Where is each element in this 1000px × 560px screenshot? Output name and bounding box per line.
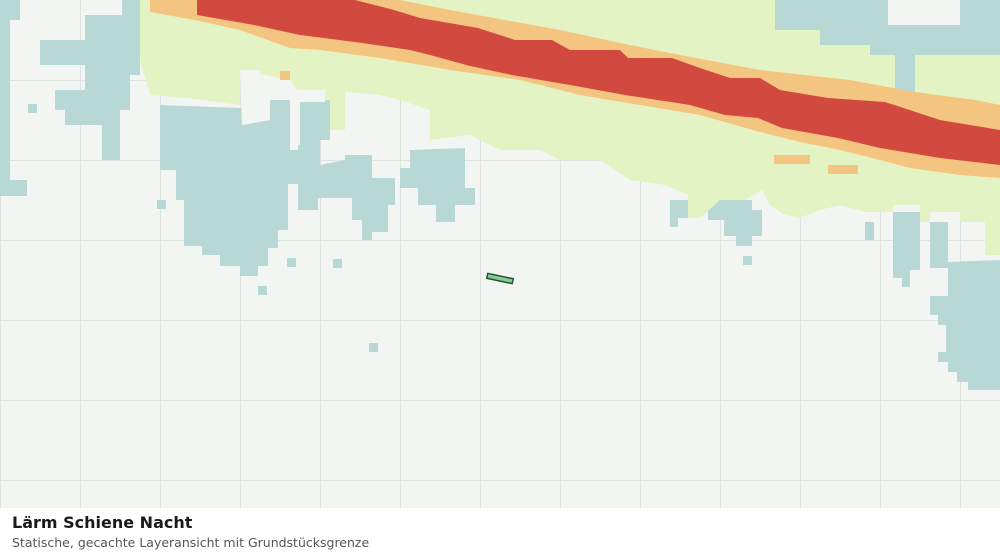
water-areas <box>0 0 1000 390</box>
map <box>0 0 1000 508</box>
noise-zone-medium-patches <box>280 71 858 174</box>
map-subtitle: Statische, gecachte Layeransicht mit Gru… <box>12 535 370 550</box>
quiet-areas <box>240 2 960 145</box>
noise-zone-medium <box>150 0 1000 178</box>
noise-zone-low <box>140 0 1000 255</box>
caption: Lärm Schiene Nacht Statische, gecachte L… <box>12 512 369 552</box>
noise-zone-high <box>197 0 1000 165</box>
parcel-boundary <box>485 272 515 285</box>
map-title: Lärm Schiene Nacht <box>12 513 193 532</box>
